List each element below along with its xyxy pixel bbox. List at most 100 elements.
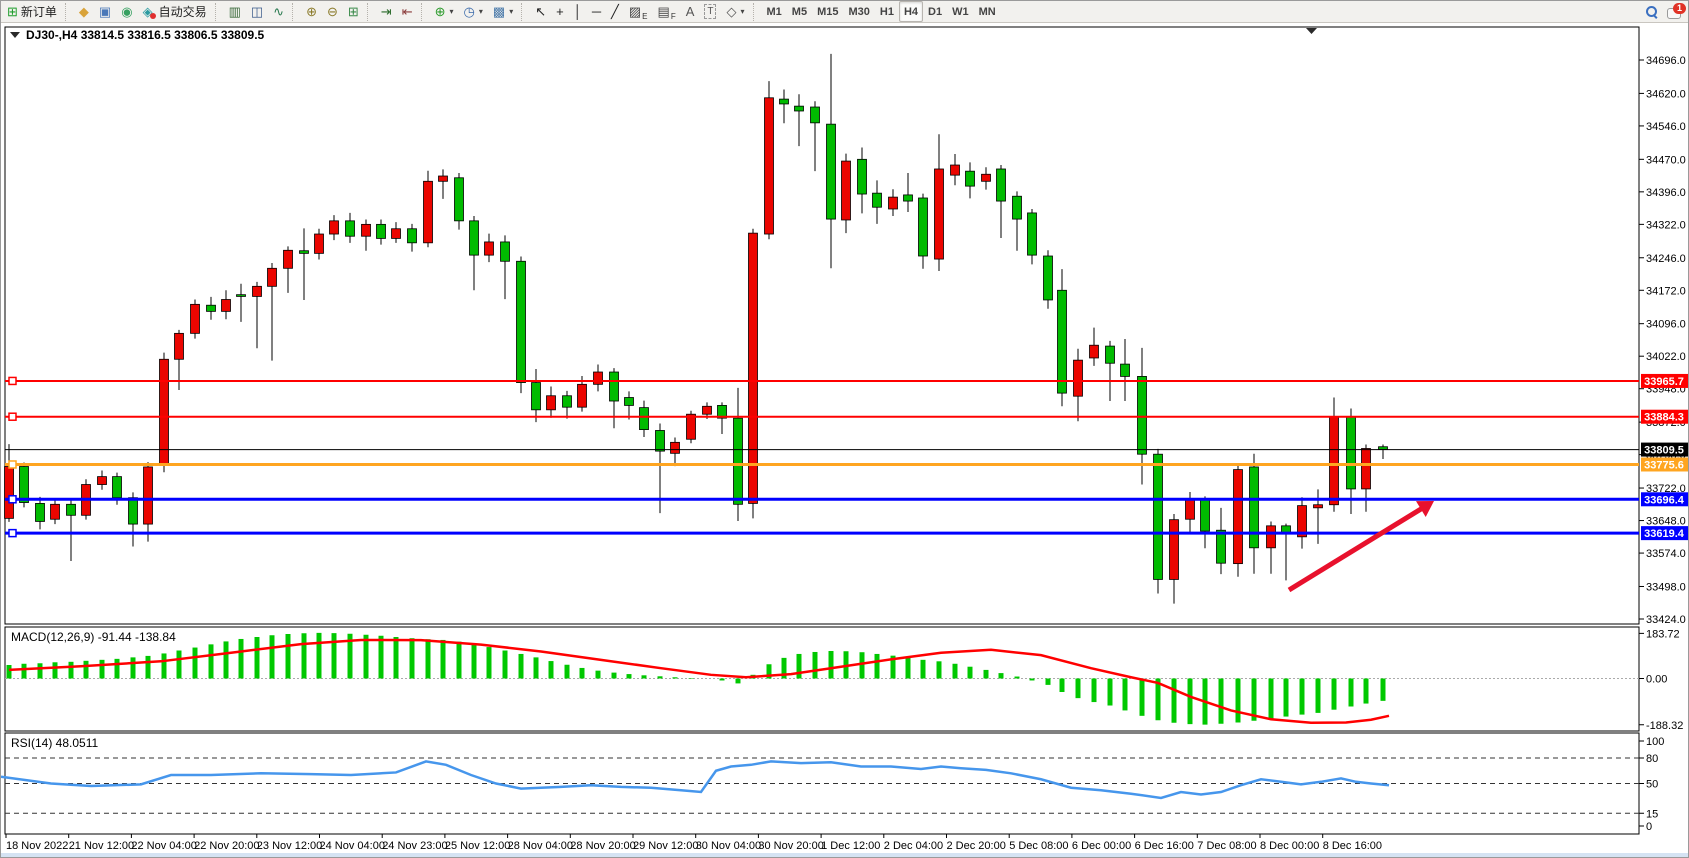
support-line-2-anchor[interactable] [8,528,17,538]
candlestick [516,260,526,383]
resistance-line-1-anchor[interactable] [8,376,17,386]
tile-windows-button[interactable]: ⊞ [343,1,364,22]
fibonacci-icon-sub: F [670,12,676,21]
price-tick-label: 33424.0 [1646,614,1686,626]
candlestick [345,220,355,237]
timeframe-w1[interactable]: W1 [947,1,974,22]
rsi-tick-label: 50 [1646,779,1658,791]
candlestick [66,503,76,516]
timeframe-h1[interactable]: H1 [875,1,899,22]
line-chart-icon: ∿ [273,4,285,19]
timeframe-d1-label: D1 [928,5,943,18]
trend-arrow[interactable] [1287,504,1427,593]
search-icon [1646,6,1658,19]
candlestick [97,476,107,485]
indicators-button[interactable]: ⊕ ▾ [430,1,459,22]
support-line-1-anchor[interactable] [8,495,17,504]
toolbar-separator [521,2,527,21]
time-tick-label: 2 Dec 04:00 [884,840,943,852]
new-order-button[interactable]: ⊞ 新订单 [2,1,62,22]
price-tick-label: 34322.0 [1646,219,1686,231]
horizontal-line-button[interactable]: ─ [587,1,606,22]
candlestick [236,294,246,297]
profiles-icon: ▣ [98,4,112,19]
zoom-in-button[interactable]: ⊕ [301,1,322,22]
zoom-out-button[interactable]: ⊖ [322,1,343,22]
time-tick-label: 28 Nov 04:00 [508,840,573,852]
timeframe-mn[interactable]: MN [974,1,1001,22]
autotrading-button[interactable]: ◈ 自动交易 [138,1,212,22]
time-tick-label: 29 Nov 12:00 [633,840,698,852]
price-tick-label: 34022.0 [1646,351,1686,363]
chat-button[interactable]: 1 [1667,2,1686,19]
candlestick [190,303,200,334]
scroll-to-end-marker[interactable] [1306,28,1317,34]
candlestick [717,405,727,419]
rsi-line [1,760,1390,800]
price-tick-label: 34620.0 [1646,88,1686,100]
timeframe-m1[interactable]: M1 [762,1,787,22]
periods-button[interactable]: ◷ ▾ [459,1,488,22]
candlestick-chart-button[interactable]: ◫ [246,1,268,22]
candlestick [159,358,169,465]
text-button[interactable]: A [681,1,700,22]
candlestick [1043,255,1053,301]
channel-button[interactable]: ▨ E [624,1,653,22]
pivot-line-anchor[interactable] [8,460,17,469]
candlestick [314,233,324,254]
time-tick-label: 5 Dec 08:00 [1009,840,1068,852]
trendline-button[interactable]: ╱ [606,1,624,22]
time-tick-label: 21 Nov 12:00 [69,840,134,852]
resistance-line-2-price-tag [1641,409,1688,424]
chart-shift-button[interactable]: ⇤ [397,1,418,22]
shapes-button[interactable]: ◇ ▾ [721,1,749,22]
candlestick [639,407,649,430]
line-chart-button[interactable]: ∿ [268,1,289,22]
time-tick-label: 24 Nov 04:00 [320,840,385,852]
resistance-line-2-anchor[interactable] [8,412,17,421]
timeframe-m15[interactable]: M15 [812,1,843,22]
price-tick-label: 33574.0 [1646,548,1686,560]
timeframe-mn-label: MN [978,5,996,18]
support-line-2-price-tag-label: 33619.4 [1644,528,1685,540]
vertical-line-button[interactable]: │ [569,1,587,22]
timeframe-h4[interactable]: H4 [898,1,923,22]
channel-icon: ▨ [628,4,642,19]
crosshair-icon: + [556,4,564,19]
crosshair-button[interactable]: + [551,1,569,22]
candlestick [593,371,603,385]
label-button[interactable]: T [699,1,721,22]
candlestick [1346,416,1356,490]
time-axis[interactable] [1,835,1639,853]
bar-chart-button[interactable]: ▥ [224,1,246,22]
timeframe-m5[interactable]: M5 [787,1,812,22]
price-axis[interactable] [1640,25,1689,624]
main-panel-frame [4,26,1640,625]
search-button[interactable] [1646,6,1658,19]
candlestick [1073,359,1083,397]
candlestick [283,249,293,269]
add-indicator-icon: ⊕ [434,4,446,19]
timeframe-d1[interactable]: D1 [923,1,947,22]
notifications-button[interactable]: ◉ [116,1,137,22]
candlestick [454,177,464,222]
candlestick [609,371,619,402]
fibonacci-button[interactable]: ▤ F [653,1,681,22]
auto-scroll-button[interactable]: ⇥ [376,1,397,22]
symbol-menu-icon[interactable] [10,32,20,38]
main-toolbar: ⊞ 新订单 ◆ ▣ ◉ ◈ 自动交易 ▥ ◫ ∿ ⊕ ⊖ ⊞ ⇥ ⇤ ⊕ ▾ ◷ ▾ ▩ ▾ ↖ + │ ─ ╱ ▨ E ▤ F A T ◇ ▾ M… [1,1,1688,23]
profiles-button[interactable]: ▣ [94,1,116,22]
time-tick-label: 8 Dec 00:00 [1260,840,1319,852]
paint-icon: ◆ [78,4,89,19]
styles-button[interactable]: ◆ [74,1,94,22]
price-tick-label: 34696.0 [1646,55,1686,67]
timeframe-m30[interactable]: M30 [843,1,874,22]
candlestick [670,441,680,454]
candlestick [143,466,153,525]
cursor-button[interactable]: ↖ [530,1,551,22]
candlestick [174,332,184,360]
zoom-in-icon: ⊕ [306,4,317,19]
time-tick-label: 30 Nov 04:00 [696,840,761,852]
templates-button[interactable]: ▩ ▾ [488,1,518,22]
